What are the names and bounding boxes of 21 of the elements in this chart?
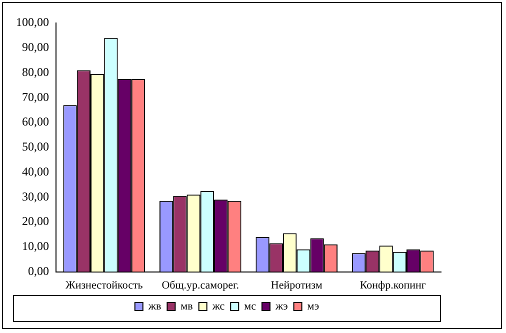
- y-tick-label: 70,00: [22, 90, 49, 104]
- y-tick-label: 0,00: [28, 264, 49, 278]
- legend-label: мв: [180, 300, 193, 312]
- x-tick-label: Жизнестойкость: [65, 279, 143, 292]
- y-tick-label: 80,00: [22, 64, 49, 79]
- x-tick-label: Общ.ур.саморег.: [162, 279, 240, 292]
- legend-label: жэ: [274, 300, 288, 312]
- y-tick-label: 50,00: [22, 140, 49, 154]
- y-tick-label: 10,00: [22, 239, 49, 254]
- y-tick-label: 30,00: [22, 189, 49, 204]
- y-tick-label: 100,00: [16, 15, 49, 30]
- x-tick-label: Нейротизм: [270, 279, 322, 292]
- legend-label: мс: [244, 300, 256, 312]
- y-tick-label: 20,00: [22, 214, 49, 228]
- y-tick-label: 60,00: [22, 114, 49, 129]
- y-tick-label: 90,00: [22, 40, 49, 54]
- legend-label: жв: [147, 300, 162, 312]
- legend-label: жс: [211, 300, 225, 312]
- x-tick-label: Конфр.копинг: [360, 279, 426, 292]
- legend-label: мэ: [307, 300, 320, 312]
- y-tick-label: 40,00: [22, 164, 49, 178]
